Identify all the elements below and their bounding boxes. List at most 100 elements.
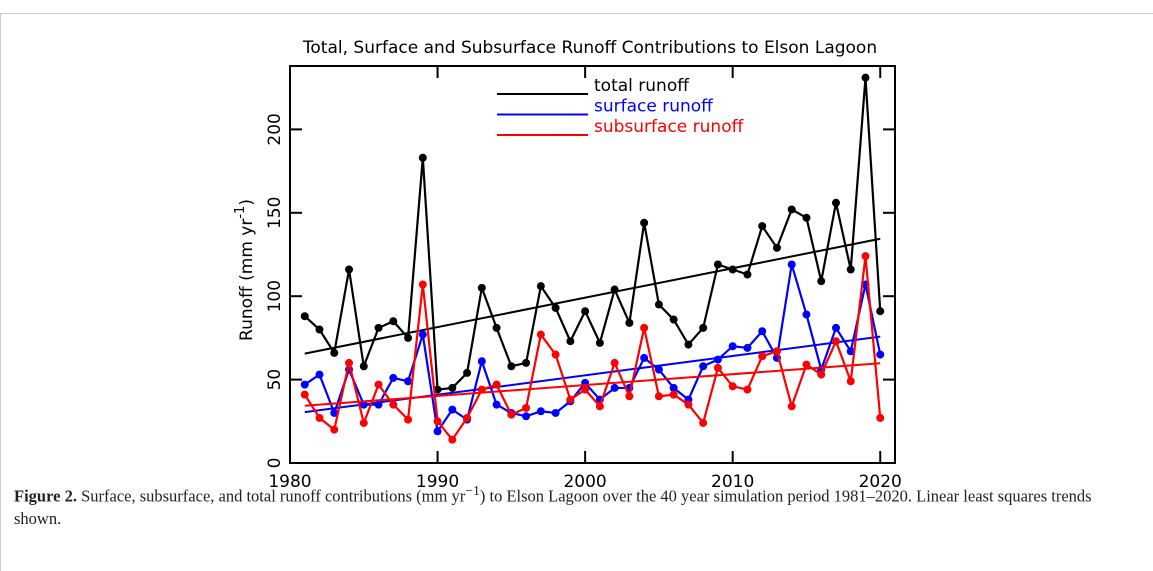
y-axis-label: Runoff (mm yr-1) <box>233 199 257 341</box>
data-point <box>802 213 811 222</box>
data-point <box>758 222 767 231</box>
data-point <box>640 218 649 227</box>
data-point <box>433 417 442 426</box>
caption-label: Figure 2. <box>14 486 77 506</box>
data-point <box>300 380 309 389</box>
data-point <box>831 323 840 332</box>
data-point <box>507 362 516 371</box>
data-point <box>315 413 324 422</box>
data-point <box>654 300 663 309</box>
y-tick-label: 0 <box>265 458 285 469</box>
data-point <box>817 277 826 286</box>
data-point <box>640 353 649 362</box>
data-point <box>876 307 885 316</box>
data-point <box>802 310 811 319</box>
data-point <box>699 418 708 427</box>
data-point <box>610 285 619 294</box>
data-point <box>743 343 752 352</box>
data-point <box>772 243 781 252</box>
data-point <box>448 383 457 392</box>
data-point <box>433 385 442 394</box>
data-point <box>492 400 501 409</box>
data-point <box>669 383 678 392</box>
y-tick-label: 150 <box>265 197 285 229</box>
data-point <box>418 330 427 339</box>
data-point <box>743 385 752 394</box>
x-tick-label: 1990 <box>416 472 459 492</box>
data-point <box>684 400 693 409</box>
data-point <box>536 407 545 416</box>
data-point <box>610 358 619 367</box>
data-point <box>330 425 339 434</box>
data-point <box>743 270 752 279</box>
y-tick-label: 100 <box>265 280 285 312</box>
data-point <box>640 323 649 332</box>
data-point <box>448 405 457 414</box>
data-point <box>522 412 531 421</box>
data-point <box>418 280 427 289</box>
x-tick-label: 2020 <box>859 472 902 492</box>
data-point <box>684 340 693 349</box>
data-point <box>876 413 885 422</box>
y-label-text: Runoff (mm yr <box>237 219 257 341</box>
data-point <box>581 385 590 394</box>
data-point <box>345 265 354 274</box>
data-point <box>374 400 383 409</box>
chart-title: Total, Surface and Subsurface Runoff Con… <box>302 38 877 58</box>
data-point <box>404 377 413 386</box>
data-point <box>551 350 560 359</box>
data-point <box>359 400 368 409</box>
data-point <box>861 73 870 82</box>
data-point <box>359 418 368 427</box>
trend-line <box>304 362 881 407</box>
data-point <box>374 323 383 332</box>
data-point <box>300 312 309 321</box>
data-point <box>758 327 767 336</box>
y-tick-label: 200 <box>265 113 285 145</box>
data-point <box>861 252 870 261</box>
data-point <box>699 323 708 332</box>
data-point <box>595 402 604 411</box>
series-line <box>304 264 882 435</box>
data-point <box>713 260 722 269</box>
data-point <box>713 363 722 372</box>
data-point <box>699 362 708 371</box>
data-point <box>625 318 634 327</box>
trend-line <box>304 237 881 355</box>
data-point <box>330 348 339 357</box>
data-point <box>758 352 767 361</box>
data-point <box>787 402 796 411</box>
y-label-close: ) <box>237 199 257 206</box>
data-point <box>522 403 531 412</box>
data-point <box>846 347 855 356</box>
caption-sup: −1 <box>465 483 480 498</box>
series-line <box>303 256 882 442</box>
x-tick-label: 2000 <box>563 472 606 492</box>
data-point <box>463 368 472 377</box>
data-point <box>492 380 501 389</box>
data-point <box>522 358 531 367</box>
data-point <box>831 198 840 207</box>
data-point <box>477 357 486 366</box>
x-tick-label: 2010 <box>711 472 754 492</box>
caption: Figure 2. Surface, subsurface, and total… <box>14 480 1134 530</box>
data-point <box>330 408 339 417</box>
data-point <box>876 350 885 359</box>
data-point <box>389 373 398 382</box>
data-point <box>713 355 722 364</box>
series-line <box>304 77 882 391</box>
data-point <box>595 338 604 347</box>
data-point <box>345 358 354 367</box>
data-point <box>551 303 560 312</box>
data-point <box>654 392 663 401</box>
data-point <box>566 337 575 346</box>
data-point <box>536 330 545 339</box>
data-point <box>654 365 663 374</box>
data-point <box>315 325 324 334</box>
data-point <box>492 323 501 332</box>
legend-label: subsurface runoff <box>594 117 745 137</box>
data-point <box>669 315 678 324</box>
data-point <box>551 408 560 417</box>
